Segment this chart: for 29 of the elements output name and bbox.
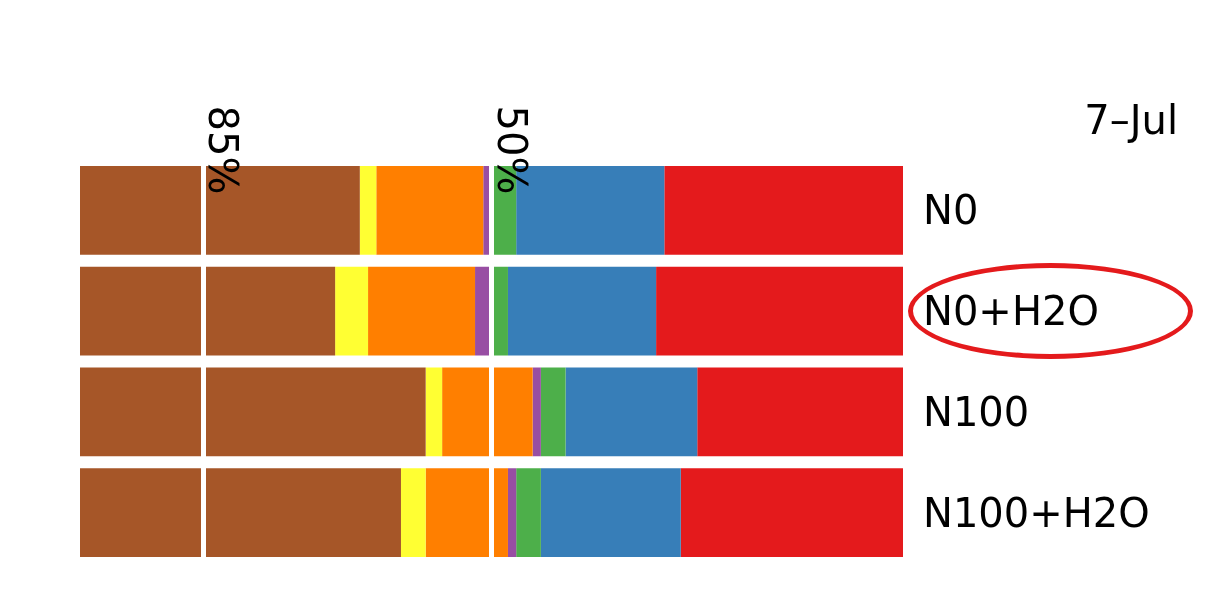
bar bbox=[507, 266, 657, 356]
bar bbox=[532, 367, 541, 457]
bar bbox=[516, 468, 541, 557]
bar bbox=[507, 468, 517, 557]
bar bbox=[540, 367, 566, 457]
bar bbox=[80, 266, 336, 356]
bar bbox=[565, 367, 698, 457]
bar bbox=[80, 367, 426, 457]
y-tick-label: N0 bbox=[923, 187, 979, 234]
bar bbox=[425, 367, 443, 457]
bar bbox=[697, 367, 903, 457]
bar bbox=[425, 468, 508, 557]
bar bbox=[540, 468, 681, 557]
y-tick-label: N100 bbox=[923, 388, 1030, 435]
bar bbox=[442, 367, 533, 457]
bar bbox=[376, 166, 484, 255]
bar bbox=[80, 468, 401, 557]
bar bbox=[656, 266, 903, 356]
bar bbox=[335, 266, 369, 356]
ref-line-label: 85% bbox=[200, 105, 247, 195]
text: 7–Jul bbox=[1084, 97, 1179, 143]
ref-line-label: 50% bbox=[488, 105, 535, 195]
bar bbox=[359, 166, 377, 255]
bar bbox=[368, 266, 476, 356]
bar bbox=[400, 468, 426, 557]
y-tick-label: N0+H2O bbox=[923, 288, 1099, 335]
bar bbox=[664, 166, 903, 255]
y-tick-label: N100+H2O bbox=[923, 489, 1150, 536]
bar bbox=[680, 468, 903, 557]
